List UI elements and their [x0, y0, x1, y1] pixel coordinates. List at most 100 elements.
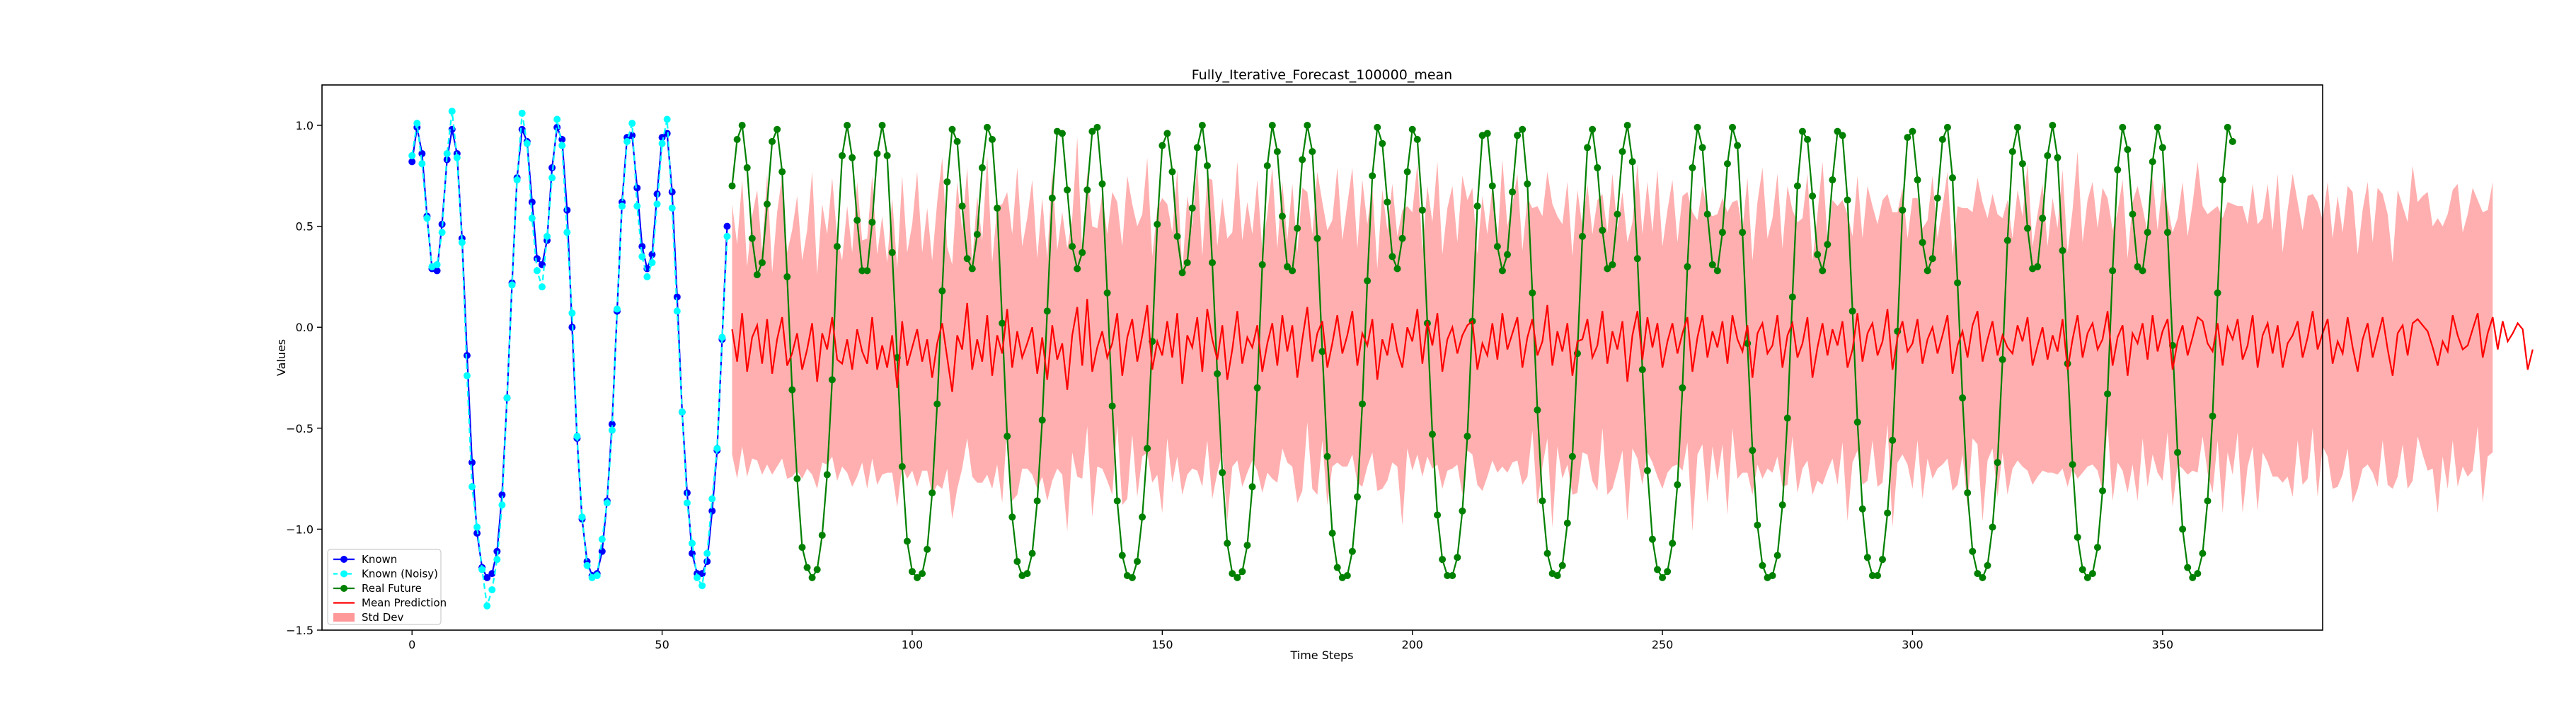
real-future-point — [798, 544, 806, 552]
real-future-point — [1689, 164, 1696, 171]
real-future-point — [1708, 261, 1716, 268]
known-noisy-point — [698, 582, 706, 590]
real-future-point — [1868, 572, 1876, 579]
real-future-point — [1459, 507, 1466, 515]
real-future-point — [2134, 263, 2141, 270]
known-point — [668, 188, 676, 196]
real-future-point — [2124, 146, 2132, 154]
real-future-point — [1558, 561, 1566, 569]
known-point — [433, 267, 441, 275]
real-future-point — [1599, 227, 1606, 234]
real-future-point — [853, 217, 861, 224]
real-future-point — [1294, 224, 1301, 232]
real-future-point — [1718, 229, 1726, 236]
known-noisy-point — [433, 261, 441, 268]
real-future-point — [1793, 182, 1801, 190]
real-future-point — [1618, 148, 1626, 156]
real-future-point — [1884, 509, 1892, 517]
real-future-point — [1028, 549, 1036, 557]
known-noisy-point — [503, 394, 511, 402]
real-future-point — [2074, 533, 2081, 541]
real-future-point — [1778, 501, 1786, 509]
known-noisy-point — [623, 137, 631, 145]
real-future-point — [1493, 243, 1501, 251]
real-future-point — [2034, 263, 2042, 270]
real-future-point — [844, 122, 851, 130]
real-future-point — [1168, 168, 1176, 176]
real-future-point — [1403, 168, 1411, 176]
real-future-point — [733, 136, 741, 143]
known-noisy-point — [598, 535, 606, 543]
real-future-point — [1594, 164, 1602, 171]
real-future-point — [1589, 125, 1597, 133]
real-future-point — [1088, 127, 1096, 135]
real-future-point — [1203, 162, 1211, 170]
real-future-point — [2174, 449, 2182, 457]
real-future-point — [2179, 525, 2187, 533]
real-future-point — [1858, 505, 1866, 513]
real-future-point — [1949, 174, 1957, 182]
real-future-point — [1013, 558, 1021, 566]
known-noisy-point — [558, 142, 566, 149]
real-future-point — [1713, 267, 1721, 275]
real-future-point — [1268, 122, 1276, 130]
real-future-point — [1284, 263, 1292, 270]
real-future-point — [1193, 144, 1201, 152]
real-future-point — [2149, 158, 2156, 166]
legend: Known Known (Noisy)Real Future Mean Predic… — [327, 549, 447, 625]
known-noisy-point — [408, 152, 416, 159]
real-future-point — [2199, 549, 2207, 557]
known-noisy-point — [718, 333, 726, 341]
y-axis: −1.5 −1.0 −0.5 0.0 0.5 1.0 — [286, 119, 322, 637]
real-future-point — [1144, 445, 1151, 452]
real-future-point — [1904, 134, 1911, 142]
real-future-point — [1788, 293, 1796, 301]
series-known-noisy — [408, 108, 731, 610]
real-future-point — [1824, 241, 1832, 249]
real-future-point — [1899, 206, 1907, 214]
known-point — [468, 459, 476, 467]
real-future-point — [849, 154, 856, 161]
real-future-point — [1449, 572, 1456, 579]
known-point — [638, 243, 646, 251]
known-noisy-point — [528, 215, 536, 222]
real-future-point — [1128, 573, 1136, 581]
real-future-point — [1374, 123, 1381, 131]
real-future-point — [1033, 497, 1041, 505]
real-future-point — [1643, 467, 1651, 474]
real-future-point — [1524, 180, 1531, 188]
real-future-point — [1529, 289, 1536, 297]
real-future-point — [888, 249, 896, 256]
real-future-point — [2204, 497, 2212, 505]
known-point — [498, 491, 506, 498]
real-future-point — [1163, 130, 1171, 137]
real-future-point — [774, 125, 781, 133]
known-noisy-point — [498, 501, 506, 509]
real-future-point — [1579, 232, 1587, 240]
known-noisy-point — [488, 586, 496, 593]
real-future-point — [1964, 489, 1972, 497]
real-future-point — [1694, 123, 1701, 131]
known-point — [723, 222, 731, 230]
real-future-point — [2194, 570, 2202, 578]
known-point — [483, 573, 491, 581]
real-future-point — [1514, 132, 1522, 139]
mean-prediction-line — [731, 299, 2534, 392]
real-future-point — [2224, 123, 2231, 131]
real-future-point — [1313, 234, 1321, 242]
real-future-point — [1938, 136, 1946, 143]
real-future-point — [1253, 384, 1261, 392]
real-future-point — [728, 182, 736, 190]
real-future-point — [1759, 561, 1766, 569]
real-future-point — [1498, 267, 1506, 275]
real-future-point — [1604, 265, 1611, 273]
real-future-point — [1933, 194, 1941, 202]
real-future-point — [883, 152, 891, 159]
legend-label: Known (Noisy) — [362, 568, 438, 581]
real-future-point — [764, 200, 771, 208]
real-future-point — [933, 400, 941, 408]
real-future-point — [1069, 243, 1076, 251]
real-future-point — [1008, 513, 1016, 521]
known-noisy-point — [628, 120, 636, 127]
real-future-point — [1863, 554, 1871, 561]
